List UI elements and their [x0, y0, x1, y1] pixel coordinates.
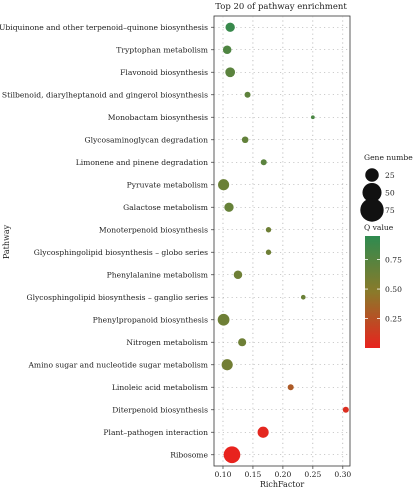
pathway-label: Linoleic acid metabolism: [112, 383, 208, 392]
size-legend-circle: [362, 182, 382, 203]
grid-layer: [214, 16, 350, 466]
gene-number-legend: Gene number 25 50 75: [360, 153, 413, 222]
pathway-label: Phenylalanine metabolism: [107, 270, 208, 279]
q-value-colorbar: [365, 236, 380, 348]
pathway-label: Amino sugar and nucleotide sugar metabol…: [27, 360, 208, 369]
pathway-label: Diterpenoid biosynthesis: [112, 405, 208, 414]
pathway-label: Tryptophan metabolism: [116, 45, 208, 54]
colorbar-tick-label: 0.50: [385, 285, 402, 294]
gene-number-legend-title: Gene number: [364, 153, 413, 162]
pathway-label: Limonene and pinene degradation: [76, 158, 208, 167]
x-tick-label: 0.15: [244, 470, 261, 479]
pathway-label: Glycosphingolipid biosynthesis – globo s…: [34, 248, 208, 257]
data-point: [342, 406, 349, 413]
y-axis-label: Pathway: [2, 224, 11, 259]
data-point: [224, 202, 234, 212]
data-point: [233, 270, 243, 280]
data-point: [287, 384, 294, 391]
pathway-label: Ubiquinone and other terpenoid–quinone b…: [0, 23, 208, 32]
pathway-labels: Ubiquinone and other terpenoid–quinone b…: [0, 23, 214, 459]
q-value-legend-title: Q value: [364, 223, 394, 232]
size-legend-circle: [365, 168, 379, 182]
data-point: [257, 426, 269, 438]
data-point: [265, 249, 272, 255]
data-points: [217, 22, 349, 464]
pathway-label: Monobactam biosynthesis: [108, 113, 208, 122]
chart-title: Top 20 of pathway enrichment: [215, 2, 347, 12]
data-point: [225, 67, 236, 78]
x-tick-label: 0.25: [304, 470, 321, 479]
data-point: [241, 136, 249, 144]
x-tick-label: 0.20: [274, 470, 291, 479]
size-legend-label: 50: [385, 188, 395, 197]
size-legend-label: 75: [385, 206, 395, 215]
colorbar-tick-label: 0.25: [385, 314, 402, 323]
data-point: [310, 115, 315, 120]
x-tick-label: 0.30: [334, 470, 351, 479]
pathway-label: Monoterpenoid biosynthesis: [99, 225, 208, 234]
size-legend-label: 25: [385, 171, 395, 180]
data-point: [244, 91, 251, 98]
data-point: [260, 159, 267, 166]
x-axis-ticks: 0.10 0.15 0.20 0.25 0.30: [215, 466, 351, 479]
data-point: [221, 359, 233, 371]
colorbar-tick-label: 0.75: [385, 255, 402, 264]
data-point: [223, 446, 241, 464]
x-axis-label: RichFactor: [260, 480, 305, 489]
data-point: [218, 179, 230, 191]
pathway-label: Flavonoid biosynthesis: [120, 68, 208, 77]
data-point: [225, 22, 235, 32]
pathway-label: Glycosphingolipid biosynthesis – ganglio…: [27, 293, 209, 302]
size-legend-circle: [360, 198, 384, 222]
pathway-label: Galactose metabolism: [123, 203, 208, 212]
data-point: [222, 45, 232, 55]
data-point: [238, 338, 247, 347]
pathway-label: Nitrogen metabolism: [126, 338, 208, 347]
data-point: [265, 227, 272, 233]
q-value-legend: Q value 0.75 0.50 0.25: [364, 223, 402, 348]
data-point: [300, 294, 306, 300]
x-tick-label: 0.10: [215, 470, 232, 479]
plot-panel: [213, 15, 351, 467]
pathway-label: Pyruvate metabolism: [127, 180, 208, 189]
data-point: [217, 313, 230, 326]
pathway-label: Phenylpropanoid biosynthesis: [93, 315, 208, 324]
pathway-label: Glycosaminoglycan degradation: [85, 135, 209, 144]
pathway-label: Plant–pathogen interaction: [103, 428, 208, 437]
pathway-label: Ribosome: [170, 450, 208, 459]
pathway-label: Stilbenoid, diarylheptanoid and gingerol…: [2, 90, 208, 99]
